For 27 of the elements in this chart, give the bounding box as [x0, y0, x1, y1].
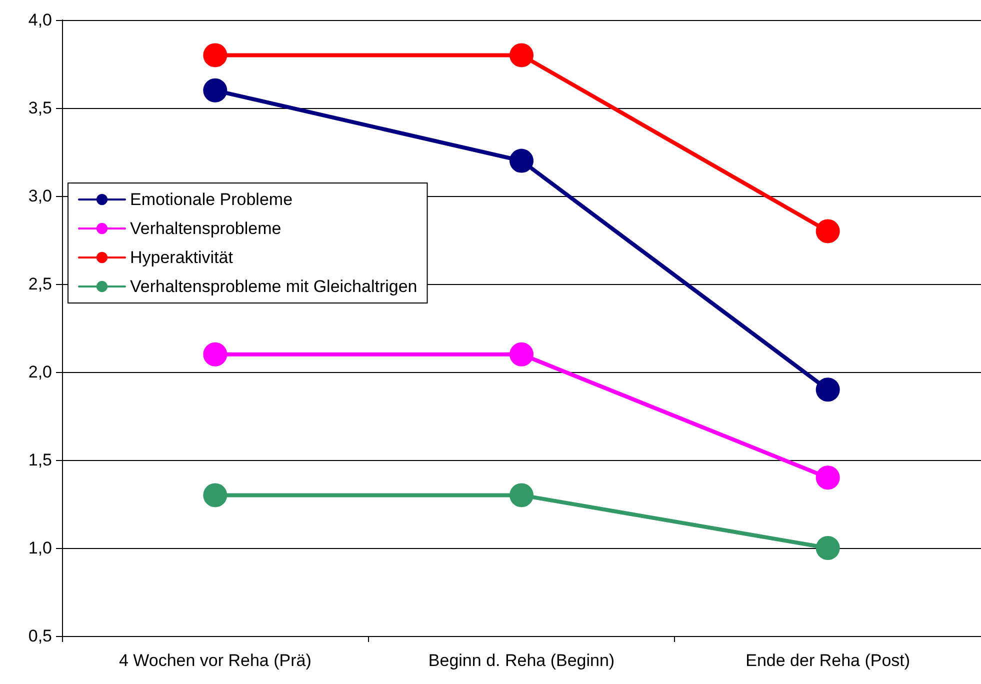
point — [510, 342, 534, 366]
y-tick-label: 3,5 — [28, 98, 52, 118]
point — [816, 466, 840, 490]
y-tick-label: 3,0 — [28, 186, 52, 206]
x-tick-label: Ende der Reha (Post) — [746, 651, 910, 670]
legend-label: Verhaltensprobleme mit Gleichaltrigen — [130, 277, 418, 296]
y-tick-label: 2,0 — [28, 362, 52, 382]
point — [203, 483, 228, 508]
point — [816, 378, 840, 402]
point — [203, 78, 228, 102]
x-tick-label: 4 Wochen vor Reha (Prä) — [118, 651, 312, 670]
y-tick-label: 1,0 — [28, 538, 52, 558]
point — [203, 342, 228, 366]
y-tick-label: 1,5 — [28, 450, 52, 470]
point — [510, 483, 534, 508]
point — [510, 148, 534, 173]
x-tick-label: Beginn d. Reha (Beginn) — [428, 651, 615, 670]
y-tick-label: 0,5 — [28, 626, 52, 646]
point — [816, 536, 840, 560]
point — [816, 219, 840, 244]
legend-label: Emotionale Probleme — [130, 190, 293, 209]
legend-label: Hyperaktivität — [130, 248, 234, 267]
y-tick-label: 4,0 — [28, 10, 52, 30]
y-tick-label: 2,5 — [28, 274, 52, 294]
point — [203, 43, 228, 68]
point — [510, 43, 534, 68]
legend-label: Verhaltensprobleme — [130, 219, 282, 238]
